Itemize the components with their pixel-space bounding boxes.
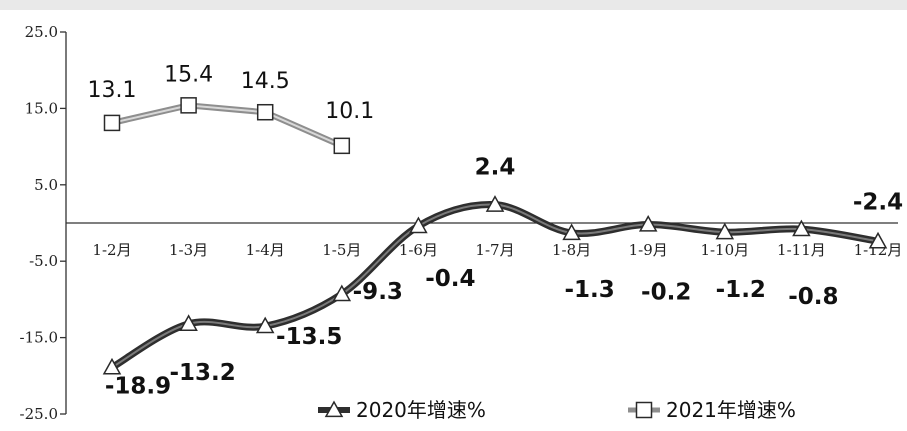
legend: 2020年增速% 2021年增速% [318, 398, 796, 422]
y-tick-label: 25.0 [25, 23, 58, 41]
series-layer [102, 97, 888, 375]
series-2020-point [562, 223, 581, 241]
series-2021-data-label: 13.1 [88, 78, 137, 103]
x-tick-label: 1-11月 [777, 241, 826, 259]
y-tick-label: -15.0 [20, 329, 58, 347]
series-2020-point [792, 219, 811, 237]
axis-layer: 25.0 15.0 5.0 -5.0 -15.0 -25.0 1-2月 1-3月 1-4月 1-5… [20, 23, 903, 423]
y-tick-label: 15.0 [25, 99, 58, 117]
series-2020-data-label: -0.4 [425, 266, 475, 292]
series-2021-point [256, 103, 274, 121]
x-tick-label: 1-9月 [629, 241, 668, 259]
x-tick-label: 1-5月 [322, 241, 361, 259]
series-2020-data-label: -0.8 [788, 284, 838, 310]
series-2020-point [638, 214, 658, 232]
series-2021-line-highlight [111, 104, 343, 147]
x-tick-label: 1-2月 [92, 241, 131, 259]
series-2021-point [180, 97, 197, 114]
series-2020-point [868, 231, 888, 249]
series-2020-point [255, 316, 275, 334]
legend-2020-label: 2020年增速% [356, 398, 486, 422]
x-tick-label: 1-6月 [399, 241, 438, 259]
series-2021-data-label: 15.4 [164, 62, 213, 87]
legend-2021-label: 2021年增速% [666, 398, 796, 422]
y-tick-label: -25.0 [20, 405, 58, 423]
series-2021-point [333, 137, 351, 155]
series-2020-data-label: 2.4 [475, 155, 516, 181]
series-2020-point [485, 195, 505, 212]
top-band [0, 0, 907, 10]
series-2020-line-highlight [111, 203, 879, 369]
series-2020-data-label: -2.4 [853, 189, 903, 215]
series-2020-data-label: -0.2 [641, 280, 691, 306]
series-2021-point [103, 114, 121, 132]
series-2020-data-label: -1.3 [564, 277, 614, 303]
series-2020-data-label: -9.3 [353, 279, 403, 305]
series-2020-data-label: -13.5 [276, 324, 342, 350]
y-tick-label: 5.0 [34, 176, 58, 194]
series-2020-point [102, 357, 122, 375]
y-tick-label: -5.0 [29, 252, 58, 270]
legend-2020-marker [324, 400, 344, 418]
series-2020-data-label: -1.2 [716, 277, 766, 303]
series-2020-point [409, 216, 428, 234]
series-2020-point [179, 314, 198, 331]
legend-2021-marker [635, 401, 653, 419]
label-layer: -18.9-13.2 -13.5 -9.3 -0.4 2.4 -1.3 -0.2 -1.2 -0… [88, 62, 904, 399]
series-2020-data-label: -13.2 [169, 360, 235, 386]
x-tick-label: 1-4月 [246, 241, 285, 259]
x-tick-label: 1-3月 [169, 241, 208, 259]
series-2020-data-label: -18.9 [105, 373, 171, 399]
series-2021-data-label: 10.1 [325, 99, 374, 124]
x-tick-label: 1-7月 [475, 241, 514, 259]
series-2021-data-label: 14.5 [241, 69, 290, 94]
x-tick-label: 1-8月 [552, 241, 591, 259]
series-2020-point [715, 222, 735, 240]
x-tick-label: 1-10月 [700, 241, 749, 259]
series-2020-point [332, 284, 352, 302]
series-2021-line [111, 102, 344, 149]
x-tick-label: 1-12月 [854, 241, 903, 259]
